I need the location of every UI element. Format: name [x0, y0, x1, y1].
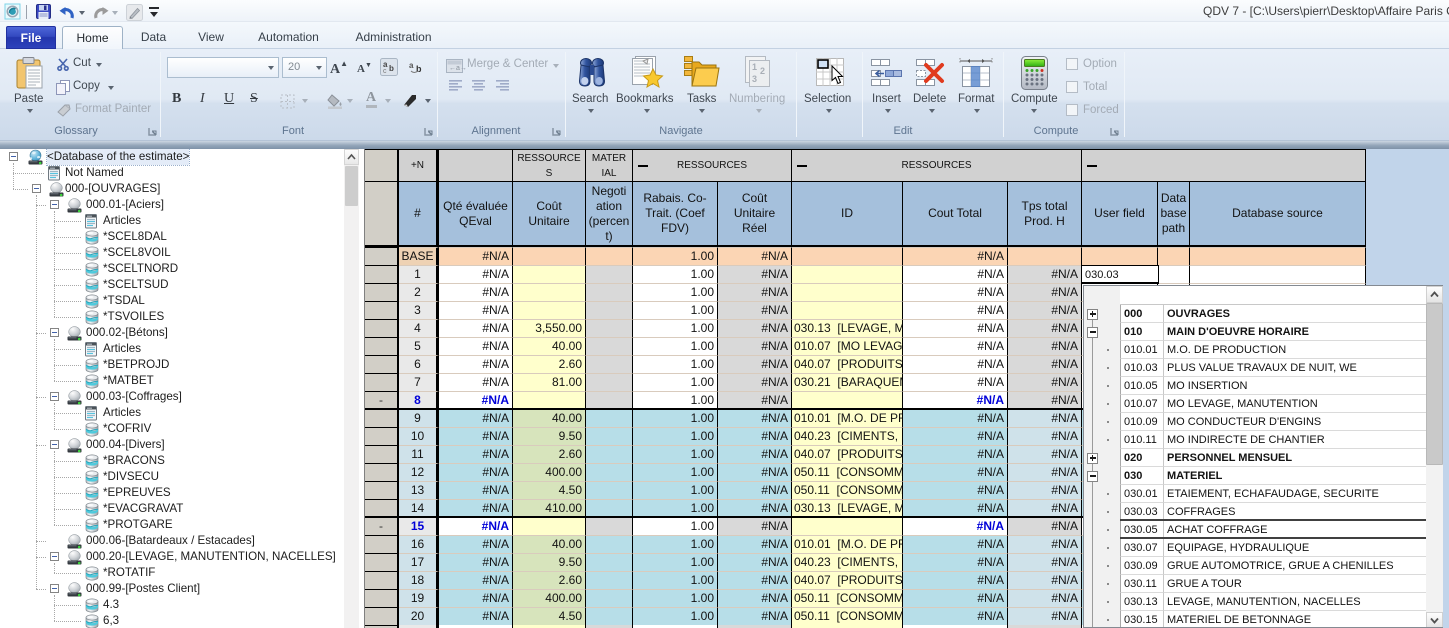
svg-text:3: 3: [752, 74, 757, 84]
svg-text:←a→: ←a→: [449, 65, 467, 72]
svg-text:a: a: [383, 60, 388, 69]
svg-text:a: a: [409, 61, 414, 70]
svg-text:b: b: [389, 64, 394, 73]
svg-text:b: b: [416, 64, 422, 74]
svg-text:2: 2: [760, 66, 765, 76]
svg-text:c: c: [383, 68, 387, 75]
svg-text:1: 1: [752, 62, 757, 72]
